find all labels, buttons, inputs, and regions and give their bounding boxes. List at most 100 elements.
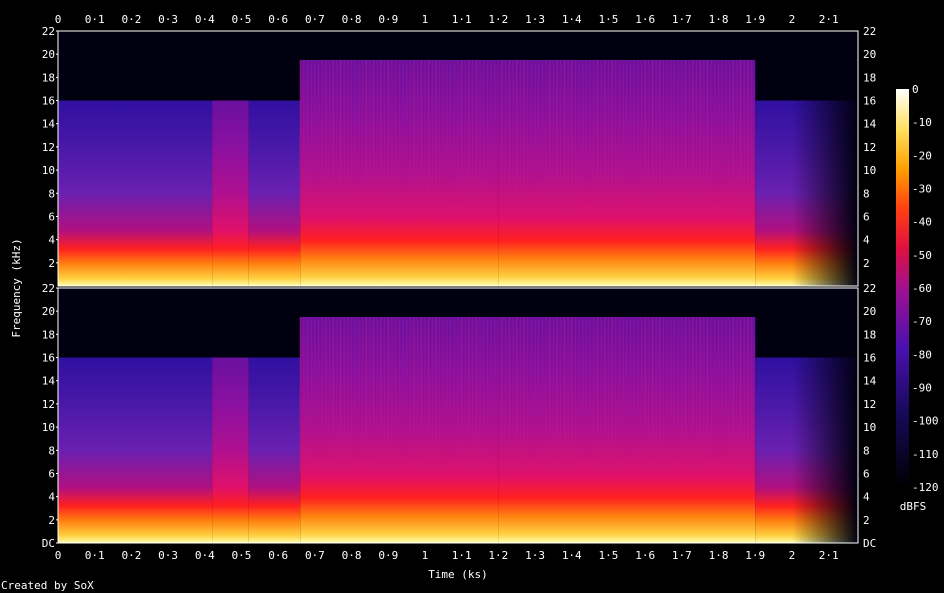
x-tick-label-top: 1·5 xyxy=(599,13,619,26)
colorbar-tick-label: -70 xyxy=(912,315,932,328)
y-tick-label: 16 xyxy=(42,95,55,108)
y-tick-label-right: 14 xyxy=(863,375,877,388)
spectrogram-segment xyxy=(212,100,249,286)
colorbar-label: dBFS xyxy=(900,500,927,513)
x-tick-label-top: 0·5 xyxy=(232,13,252,26)
x-tick-label: 2·1 xyxy=(819,549,839,562)
y-tick-label: 12 xyxy=(42,141,55,154)
colorbar-tick-label: -100 xyxy=(912,415,939,428)
x-tick-label-top: 0·3 xyxy=(158,13,178,26)
x-tick-label-top: 1·7 xyxy=(672,13,692,26)
colorbar-tick-label: -90 xyxy=(912,382,932,395)
panel-frame xyxy=(57,287,859,544)
y-tick-label-right: 2 xyxy=(863,257,870,270)
x-tick-label: 0 xyxy=(55,549,62,562)
spectrogram-segment xyxy=(300,59,499,287)
y-tick-label-right: 12 xyxy=(863,141,876,154)
colorbar xyxy=(896,89,909,487)
x-axis-label: Time (ks) xyxy=(428,568,488,581)
y-tick-label: 6 xyxy=(48,210,55,223)
x-tick-label-top: 0·9 xyxy=(378,13,398,26)
y-tick-label-right: 2 xyxy=(863,514,870,527)
x-tick-label-top: 1·9 xyxy=(745,13,765,26)
y-tick-label-right: 14 xyxy=(863,118,877,131)
spectrogram-segment xyxy=(212,357,249,543)
y-tick-label: 10 xyxy=(42,421,55,434)
x-tick-label: 0·9 xyxy=(378,549,398,562)
y-tick-label-right: 22 xyxy=(863,25,876,38)
x-tick-label: 1·4 xyxy=(562,549,582,562)
x-tick-label: 1·1 xyxy=(452,549,472,562)
x-tick-label-top: 0·6 xyxy=(268,13,288,26)
y-tick-label: 12 xyxy=(42,398,55,411)
x-tick-label: 0·5 xyxy=(232,549,252,562)
y-tick-label: 8 xyxy=(48,187,55,200)
y-tick-label-right: 10 xyxy=(863,164,876,177)
x-tick-label: 1·2 xyxy=(488,549,508,562)
y-tick-label: 6 xyxy=(48,467,55,480)
x-tick-label-top: 1·4 xyxy=(562,13,582,26)
x-tick-label: 0·1 xyxy=(85,549,105,562)
y-tick-label: 22 xyxy=(42,282,55,295)
x-tick-label: 0·2 xyxy=(121,549,141,562)
colorbar-tick-label: -80 xyxy=(912,348,932,361)
x-tick-label-top: 1·8 xyxy=(709,13,729,26)
y-tick-label-right: 6 xyxy=(863,210,870,223)
y-tick-label-right: 4 xyxy=(863,491,870,504)
y-tick-label-right: 8 xyxy=(863,187,870,200)
y-tick-label: 14 xyxy=(42,118,56,131)
y-tick-label: 16 xyxy=(42,352,55,365)
colorbar-tick-label: -110 xyxy=(912,448,939,461)
y-tick-label-right: 16 xyxy=(863,352,876,365)
x-tick-label: 0·7 xyxy=(305,549,325,562)
channel-1-spectrogram xyxy=(57,30,859,287)
y-tick-label: 22 xyxy=(42,25,55,38)
colorbar-tick-label: -30 xyxy=(912,183,932,196)
y-tick-label-right: 20 xyxy=(863,48,876,61)
x-tick-label: 0·3 xyxy=(158,549,178,562)
colorbar-tick-label: -10 xyxy=(912,116,932,129)
spectrogram-segment xyxy=(248,357,301,543)
y-tick-label: 4 xyxy=(48,234,55,247)
x-tick-label-top: 0·4 xyxy=(195,13,215,26)
x-tick-label-top: 2 xyxy=(789,13,796,26)
y-tick-label-right: 22 xyxy=(863,282,876,295)
y-tick-label: 18 xyxy=(42,328,55,341)
y-tick-label: 4 xyxy=(48,491,55,504)
x-tick-label: 0·6 xyxy=(268,549,288,562)
x-tick-label: 1·6 xyxy=(635,549,655,562)
x-tick-label-top: 1·3 xyxy=(525,13,545,26)
x-tick-label-top: 1·1 xyxy=(452,13,472,26)
fade-out xyxy=(791,288,858,543)
y-tick-label: 2 xyxy=(48,514,55,527)
x-tick-label: 1·5 xyxy=(599,549,619,562)
x-tick-label: 1·3 xyxy=(525,549,545,562)
colorbar-tick-label: -60 xyxy=(912,282,932,295)
x-tick-label: 2 xyxy=(789,549,796,562)
y-tick-label: 14 xyxy=(42,375,56,388)
x-tick-label: 1 xyxy=(422,549,429,562)
spectrogram-segment xyxy=(58,100,213,286)
y-tick-label: 20 xyxy=(42,48,55,61)
x-tick-label-top: 1·6 xyxy=(635,13,655,26)
y-tick-label: DC xyxy=(42,537,55,550)
colorbar-tick-label: -20 xyxy=(912,149,932,162)
y-tick-label: 2 xyxy=(48,257,55,270)
y-tick-label-right: 18 xyxy=(863,71,876,84)
x-tick-label: 0·8 xyxy=(342,549,362,562)
y-tick-label-right: 12 xyxy=(863,398,876,411)
x-tick-label-top: 0·8 xyxy=(342,13,362,26)
x-tick-label-top: 1·2 xyxy=(488,13,508,26)
colorbar-tick-label: 0 xyxy=(912,83,919,96)
spectrogram-segment xyxy=(300,316,499,543)
y-tick-label: 10 xyxy=(42,164,55,177)
x-tick-label-top: 0·2 xyxy=(121,13,141,26)
created-by-label: Created by SoX xyxy=(1,579,94,592)
x-tick-label-top: 2·1 xyxy=(819,13,839,26)
x-tick-label: 1·8 xyxy=(709,549,729,562)
y-tick-label-right: 6 xyxy=(863,467,870,480)
y-tick-label: 18 xyxy=(42,71,55,84)
colorbar-tick-label: -50 xyxy=(912,249,932,262)
spectrogram-segment xyxy=(248,100,301,286)
